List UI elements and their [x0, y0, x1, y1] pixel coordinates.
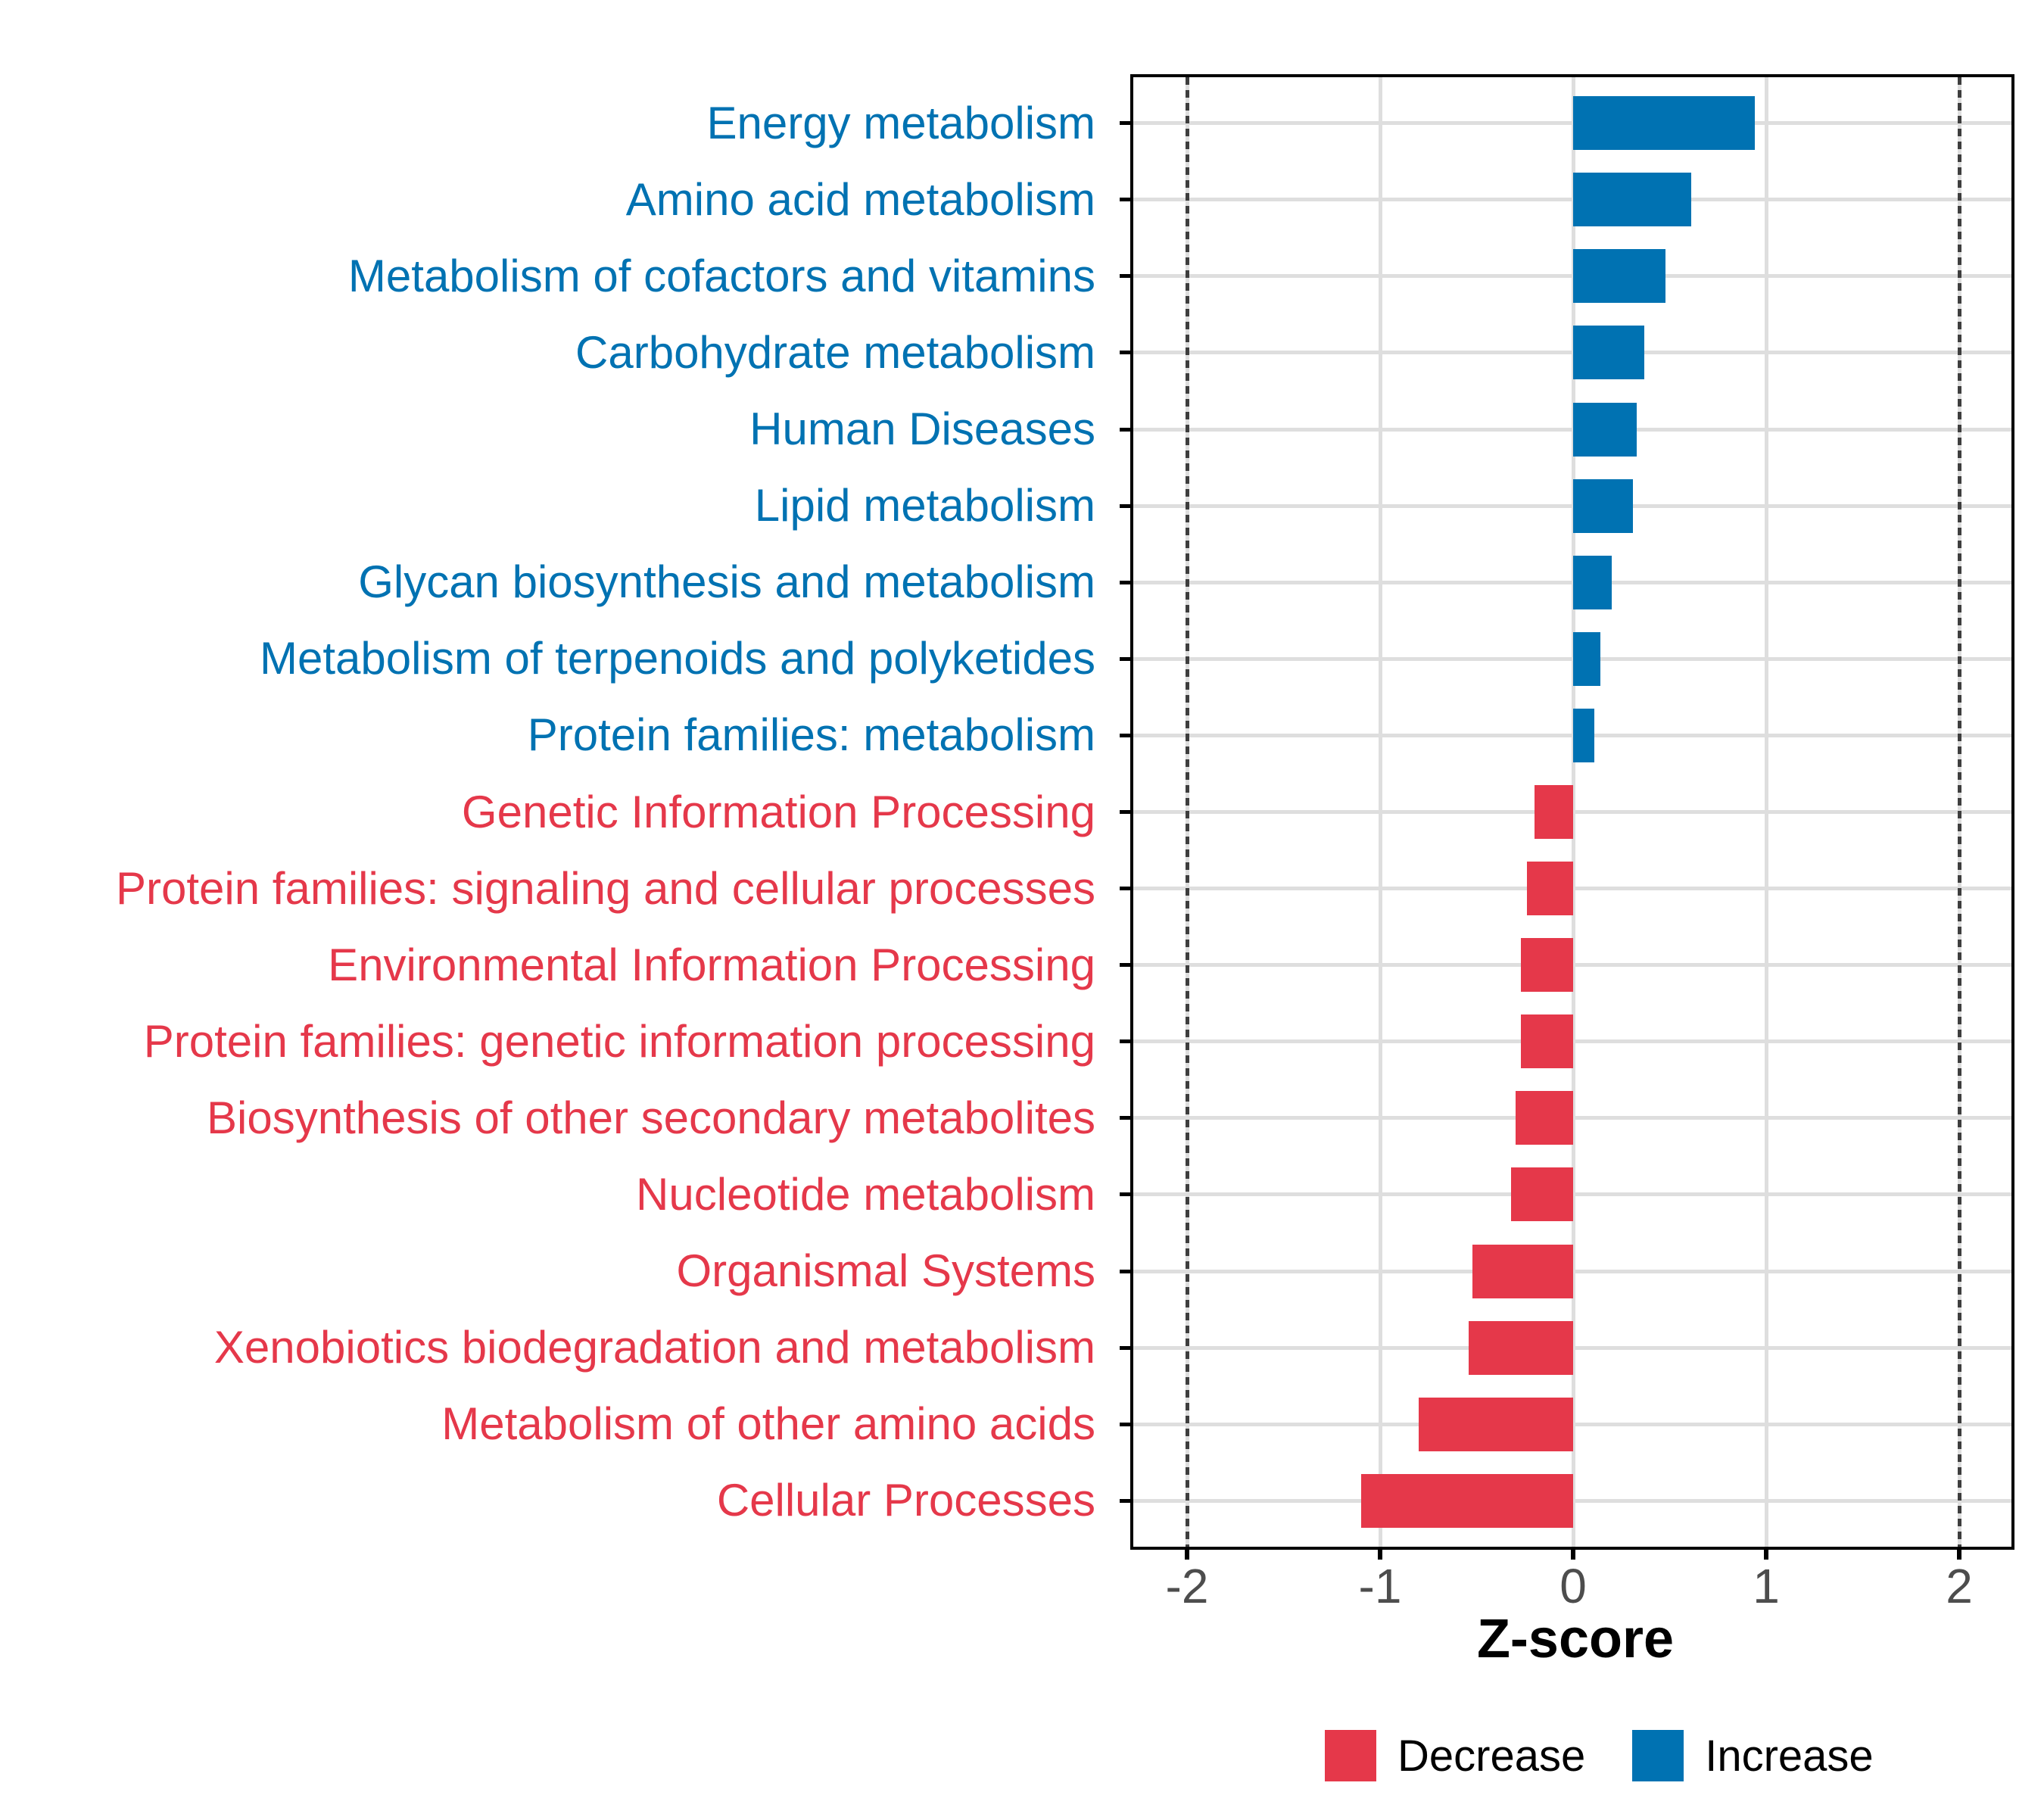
horizontal-gridline [1133, 656, 2011, 661]
category-label: Metabolism of other amino acids [441, 1398, 1095, 1450]
y-tick-mark [1120, 121, 1130, 126]
bar [1526, 862, 1573, 916]
horizontal-gridline [1133, 274, 2011, 279]
bar [1573, 708, 1595, 762]
y-tick-mark [1120, 733, 1130, 737]
category-label: Xenobiotics biodegradation and metabolis… [213, 1322, 1095, 1373]
category-label: Genetic Information Processing [461, 786, 1095, 837]
x-tick-label: -2 [1165, 1559, 1209, 1613]
y-tick-mark [1120, 1498, 1130, 1503]
y-tick-mark [1120, 274, 1130, 279]
bar [1573, 96, 1755, 151]
x-tick-mark [1957, 1550, 1961, 1560]
reference-line [1185, 77, 1189, 1547]
legend-label: Increase [1705, 1731, 1874, 1781]
bar [1511, 1167, 1573, 1222]
legend-label: Decrease [1397, 1731, 1586, 1781]
x-tick-label: 2 [1946, 1559, 1973, 1613]
y-tick-mark [1120, 1116, 1130, 1120]
y-tick-mark [1120, 1422, 1130, 1426]
y-tick-mark [1120, 503, 1130, 508]
y-tick-mark [1120, 963, 1130, 968]
horizontal-gridline [1133, 503, 2011, 508]
category-label: Metabolism of terpenoids and polyketides [260, 633, 1095, 684]
legend-item: Decrease [1325, 1730, 1585, 1781]
bar [1535, 785, 1573, 839]
bar [1573, 326, 1645, 380]
x-tick-mark [1764, 1550, 1768, 1560]
plot-panel [1130, 74, 2014, 1550]
x-tick-mark [1378, 1550, 1382, 1560]
category-label: Organismal Systems [676, 1245, 1095, 1297]
category-label: Nucleotide metabolism [636, 1168, 1095, 1220]
y-tick-mark [1120, 198, 1130, 202]
category-label: Cellular Processes [716, 1475, 1095, 1526]
bar [1521, 938, 1573, 993]
bar [1521, 1014, 1573, 1069]
category-label: Protein families: metabolism [527, 709, 1095, 761]
bar [1573, 631, 1600, 686]
horizontal-gridline [1133, 121, 2011, 126]
x-tick-label: -1 [1358, 1559, 1402, 1613]
reference-line [1957, 77, 1961, 1547]
x-tick-mark [1185, 1550, 1189, 1560]
category-label: Glycan biosynthesis and metabolism [358, 556, 1095, 608]
legend-swatch [1325, 1730, 1376, 1781]
x-tick-label: 0 [1559, 1559, 1587, 1613]
category-label: Human Diseases [749, 404, 1095, 455]
y-tick-mark [1120, 351, 1130, 355]
legend-item: Increase [1632, 1730, 1874, 1781]
category-label: Carbohydrate metabolism [575, 326, 1095, 378]
y-tick-mark [1120, 887, 1130, 891]
category-label: Protein families: signaling and cellular… [116, 862, 1095, 914]
category-label: Biosynthesis of other secondary metaboli… [207, 1092, 1095, 1143]
horizontal-gridline [1133, 351, 2011, 355]
y-tick-mark [1120, 1192, 1130, 1197]
horizontal-gridline [1133, 580, 2011, 584]
y-tick-mark [1120, 427, 1130, 432]
bar [1573, 402, 1637, 457]
category-label: Lipid metabolism [754, 480, 1095, 531]
horizontal-gridline [1133, 427, 2011, 432]
category-label: Amino acid metabolism [625, 173, 1095, 225]
x-axis-title: Z-score [1476, 1609, 1675, 1669]
bar [1360, 1473, 1573, 1528]
legend: Decrease Increase [1325, 1730, 1874, 1781]
y-tick-mark [1120, 1039, 1130, 1044]
bar [1419, 1397, 1573, 1451]
bar [1469, 1320, 1573, 1375]
y-tick-mark [1120, 810, 1130, 814]
y-tick-mark [1120, 1269, 1130, 1273]
x-tick-label: 1 [1753, 1559, 1780, 1613]
x-tick-mark [1571, 1550, 1575, 1560]
y-tick-mark [1120, 580, 1130, 584]
legend-swatch [1632, 1730, 1684, 1781]
y-tick-mark [1120, 656, 1130, 661]
category-label: Protein families: genetic information pr… [143, 1015, 1095, 1067]
horizontal-gridline [1133, 198, 2011, 202]
y-tick-mark [1120, 1345, 1130, 1350]
bar [1573, 249, 1666, 304]
category-label: Energy metabolism [706, 97, 1095, 148]
category-label: Environmental Information Processing [328, 939, 1095, 990]
bar [1573, 173, 1691, 227]
category-label: Metabolism of cofactors and vitamins [347, 250, 1095, 301]
horizontal-gridline [1133, 733, 2011, 737]
bar [1573, 478, 1634, 533]
bar [1472, 1244, 1573, 1298]
bar [1573, 555, 1612, 609]
bar [1515, 1091, 1573, 1145]
